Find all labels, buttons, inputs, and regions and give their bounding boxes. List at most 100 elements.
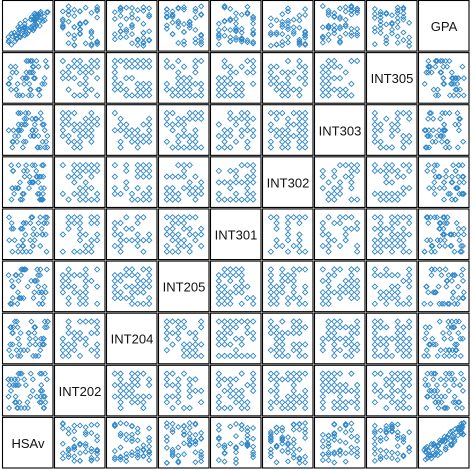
data-point: [117, 219, 124, 227]
data-point: [9, 329, 16, 337]
data-point: [388, 428, 396, 435]
data-point: [238, 440, 245, 447]
data-point: [267, 109, 275, 117]
data-point: [336, 346, 344, 354]
data-point: [232, 420, 240, 428]
data-point: [424, 214, 431, 221]
data-point: [186, 352, 193, 360]
data-point: [94, 14, 101, 21]
data-point: [14, 35, 21, 42]
data-point: [6, 404, 13, 412]
data-point: [301, 341, 309, 348]
data-point: [5, 272, 12, 279]
data-point: [394, 173, 401, 180]
panel-INT305-vs-INT301: [365, 208, 418, 261]
data-point: [290, 421, 297, 428]
data-point: [331, 86, 338, 93]
data-point: [117, 86, 124, 93]
data-point: [169, 13, 176, 20]
data-point: [94, 455, 101, 463]
data-point: [215, 32, 222, 39]
data-point: [128, 300, 136, 308]
data-point: [336, 74, 344, 82]
data-point: [284, 248, 292, 255]
data-point: [371, 225, 379, 233]
data-point: [348, 444, 355, 451]
data-point: [186, 440, 193, 448]
data-point: [296, 459, 303, 466]
data-point: [296, 248, 303, 255]
data-point: [134, 196, 141, 203]
data-point: [128, 452, 136, 459]
data-point: [319, 277, 327, 285]
data-point: [163, 173, 171, 180]
data-point: [244, 3, 251, 10]
data-point: [284, 376, 292, 383]
data-point: [371, 435, 378, 442]
data-point: [29, 242, 36, 249]
data-point: [186, 424, 193, 431]
data-point: [13, 86, 20, 93]
data-point: [180, 38, 188, 45]
data-point: [15, 248, 22, 255]
data-point: [460, 431, 467, 438]
data-point: [111, 456, 118, 463]
data-point: [371, 450, 378, 457]
data-point: [325, 11, 332, 19]
data-point: [180, 242, 188, 250]
data-point: [267, 29, 274, 36]
data-point: [336, 14, 344, 21]
data-point: [7, 341, 14, 348]
data-point: [232, 324, 240, 331]
data-point: [301, 370, 309, 377]
data-point: [93, 121, 101, 128]
data-point: [12, 393, 19, 400]
data-point: [377, 324, 384, 331]
data-point: [23, 115, 30, 122]
data-point: [111, 393, 119, 400]
data-point: [197, 341, 205, 348]
data-point: [38, 335, 45, 342]
data-point: [134, 452, 141, 459]
data-point: [134, 454, 141, 461]
data-point: [348, 370, 355, 377]
data-point: [325, 449, 332, 456]
data-point: [134, 445, 141, 452]
data-point: [296, 376, 303, 383]
data-point: [453, 347, 460, 354]
data-point: [93, 219, 101, 227]
data-point: [30, 75, 37, 82]
data-point: [146, 451, 153, 458]
panel-INT204-vs-INT302: [105, 156, 158, 208]
data-point: [353, 225, 361, 233]
data-point: [267, 453, 274, 460]
data-point: [455, 92, 462, 99]
data-point: [371, 214, 379, 221]
panel-INT301-vs-HSAv: [209, 416, 262, 469]
panel-frame: [261, 156, 314, 208]
data-point: [31, 324, 38, 331]
data-point: [13, 69, 20, 76]
data-point: [13, 318, 20, 325]
panel-frame: [365, 156, 418, 208]
data-point: [28, 179, 35, 186]
data-point: [88, 196, 95, 203]
data-point: [31, 25, 38, 32]
data-point: [9, 329, 16, 337]
data-point: [394, 15, 401, 22]
data-point: [400, 433, 407, 440]
data-point: [284, 8, 292, 15]
data-point: [232, 449, 240, 456]
data-point: [460, 92, 467, 99]
data-point: [76, 69, 84, 76]
data-point: [448, 69, 455, 76]
data-point: [400, 214, 407, 221]
data-point: [431, 451, 438, 459]
data-point: [319, 300, 327, 308]
data-point: [460, 138, 467, 145]
data-point: [437, 220, 444, 227]
data-point: [71, 74, 78, 82]
data-point: [128, 63, 136, 70]
data-point: [336, 451, 344, 458]
data-point: [450, 324, 457, 331]
